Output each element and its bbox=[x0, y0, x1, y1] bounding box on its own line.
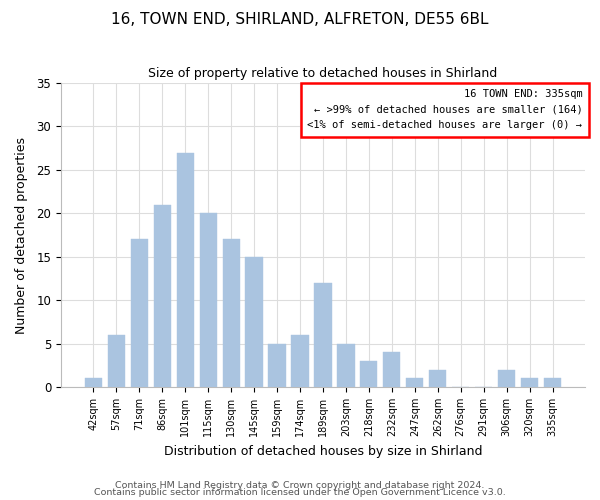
Bar bbox=[292, 335, 308, 387]
Bar bbox=[498, 370, 515, 387]
Text: 16, TOWN END, SHIRLAND, ALFRETON, DE55 6BL: 16, TOWN END, SHIRLAND, ALFRETON, DE55 6… bbox=[111, 12, 489, 28]
Bar bbox=[131, 240, 148, 387]
Bar bbox=[154, 204, 171, 387]
Bar bbox=[383, 352, 400, 387]
Bar bbox=[544, 378, 561, 387]
Bar bbox=[108, 335, 125, 387]
Bar bbox=[406, 378, 424, 387]
Bar bbox=[521, 378, 538, 387]
Bar bbox=[360, 361, 377, 387]
Text: Contains HM Land Registry data © Crown copyright and database right 2024.: Contains HM Land Registry data © Crown c… bbox=[115, 480, 485, 490]
Text: Contains public sector information licensed under the Open Government Licence v3: Contains public sector information licen… bbox=[94, 488, 506, 497]
Title: Size of property relative to detached houses in Shirland: Size of property relative to detached ho… bbox=[148, 68, 497, 80]
Bar bbox=[85, 378, 102, 387]
Bar bbox=[245, 257, 263, 387]
Bar bbox=[223, 240, 240, 387]
Bar bbox=[429, 370, 446, 387]
X-axis label: Distribution of detached houses by size in Shirland: Distribution of detached houses by size … bbox=[164, 444, 482, 458]
Bar bbox=[200, 214, 217, 387]
Bar bbox=[314, 283, 332, 387]
Y-axis label: Number of detached properties: Number of detached properties bbox=[15, 136, 28, 334]
Bar bbox=[176, 152, 194, 387]
Bar bbox=[268, 344, 286, 387]
Text: 16 TOWN END: 335sqm
← >99% of detached houses are smaller (164)
<1% of semi-deta: 16 TOWN END: 335sqm ← >99% of detached h… bbox=[307, 89, 583, 130]
Bar bbox=[337, 344, 355, 387]
